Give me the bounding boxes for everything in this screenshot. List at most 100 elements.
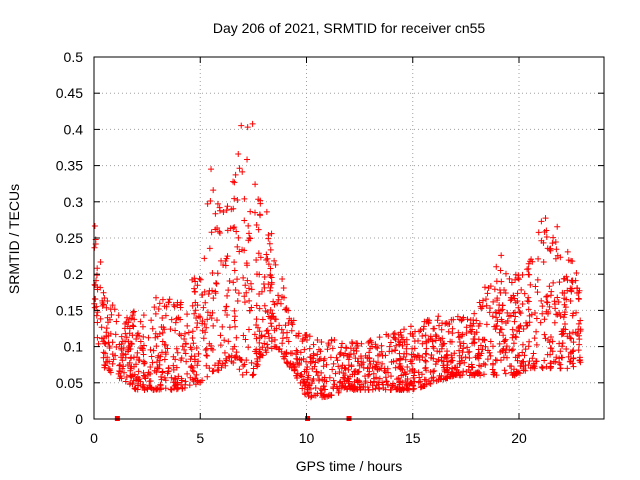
data-point — [253, 257, 260, 264]
data-point — [328, 336, 335, 343]
data-point — [275, 296, 282, 303]
data-point — [511, 295, 518, 302]
data-point — [431, 367, 438, 374]
data-point — [307, 394, 314, 401]
data-point — [398, 334, 405, 341]
data-point — [403, 350, 410, 357]
data-point — [497, 357, 504, 364]
data-point — [244, 156, 251, 163]
data-point — [539, 303, 546, 310]
data-point — [151, 367, 158, 374]
data-point — [183, 358, 190, 365]
data-point — [541, 331, 548, 338]
data-point — [326, 391, 333, 398]
data-point — [282, 322, 289, 329]
data-point — [468, 329, 475, 336]
data-point — [152, 310, 159, 317]
data-point — [192, 278, 199, 285]
data-point — [468, 361, 475, 368]
data-point — [100, 338, 107, 345]
data-point — [291, 363, 298, 370]
data-point — [128, 373, 135, 380]
data-point — [457, 342, 464, 349]
data-point — [265, 281, 272, 288]
data-point — [354, 385, 361, 392]
data-point — [243, 369, 250, 376]
data-point — [555, 298, 562, 305]
data-point — [434, 348, 441, 355]
data-point — [310, 355, 317, 362]
data-point — [336, 368, 343, 375]
data-point — [360, 383, 367, 390]
data-point — [245, 222, 252, 229]
data-point — [173, 386, 180, 393]
data-point — [267, 265, 274, 272]
data-point — [388, 348, 395, 355]
data-point — [202, 346, 209, 353]
data-point — [272, 343, 279, 350]
data-point — [504, 317, 511, 324]
data-point — [119, 365, 126, 372]
data-point — [392, 364, 399, 371]
data-point — [157, 353, 164, 360]
data-point — [197, 276, 204, 283]
data-point — [486, 309, 493, 316]
data-point — [535, 255, 542, 262]
data-point — [280, 294, 287, 301]
data-point — [463, 324, 470, 331]
data-point — [576, 357, 583, 364]
data-point — [107, 330, 114, 337]
data-point — [421, 318, 428, 325]
data-point — [554, 311, 561, 318]
data-point — [311, 392, 318, 399]
data-point — [131, 363, 138, 370]
data-point — [100, 289, 107, 296]
data-point — [516, 308, 523, 315]
data-point — [159, 296, 166, 303]
data-point — [190, 368, 197, 375]
data-point — [432, 361, 439, 368]
data-point — [215, 367, 222, 374]
data-point — [165, 299, 172, 306]
data-point — [224, 292, 231, 299]
data-point — [162, 341, 169, 348]
data-point — [490, 298, 497, 305]
data-point — [266, 335, 273, 342]
data-point — [181, 336, 188, 343]
data-point — [129, 381, 136, 388]
data-point — [397, 355, 404, 362]
data-point — [561, 321, 568, 328]
data-point — [417, 384, 424, 391]
data-point — [187, 374, 194, 381]
data-point — [527, 281, 534, 288]
data-point — [526, 319, 533, 326]
data-point — [419, 354, 426, 361]
data-point — [314, 351, 321, 358]
data-point — [518, 359, 525, 366]
data-point — [460, 345, 467, 352]
data-point — [204, 316, 211, 323]
data-point — [279, 340, 286, 347]
data-point — [381, 368, 388, 375]
data-point — [91, 295, 98, 302]
data-point — [515, 304, 522, 311]
data-point — [301, 346, 308, 353]
data-point — [200, 335, 207, 342]
data-point — [145, 369, 152, 376]
data-point — [550, 234, 557, 241]
data-point — [314, 372, 321, 379]
data-point — [443, 355, 450, 362]
data-point — [471, 310, 478, 317]
data-point — [365, 372, 372, 379]
data-point — [122, 354, 129, 361]
data-point — [416, 356, 423, 363]
data-point — [567, 297, 574, 304]
data-point — [483, 302, 490, 309]
data-point — [353, 340, 360, 347]
data-point — [149, 359, 156, 366]
data-point — [268, 345, 275, 352]
data-point — [321, 393, 328, 400]
data-point — [497, 307, 504, 314]
data-point — [502, 349, 509, 356]
data-point — [97, 315, 104, 322]
